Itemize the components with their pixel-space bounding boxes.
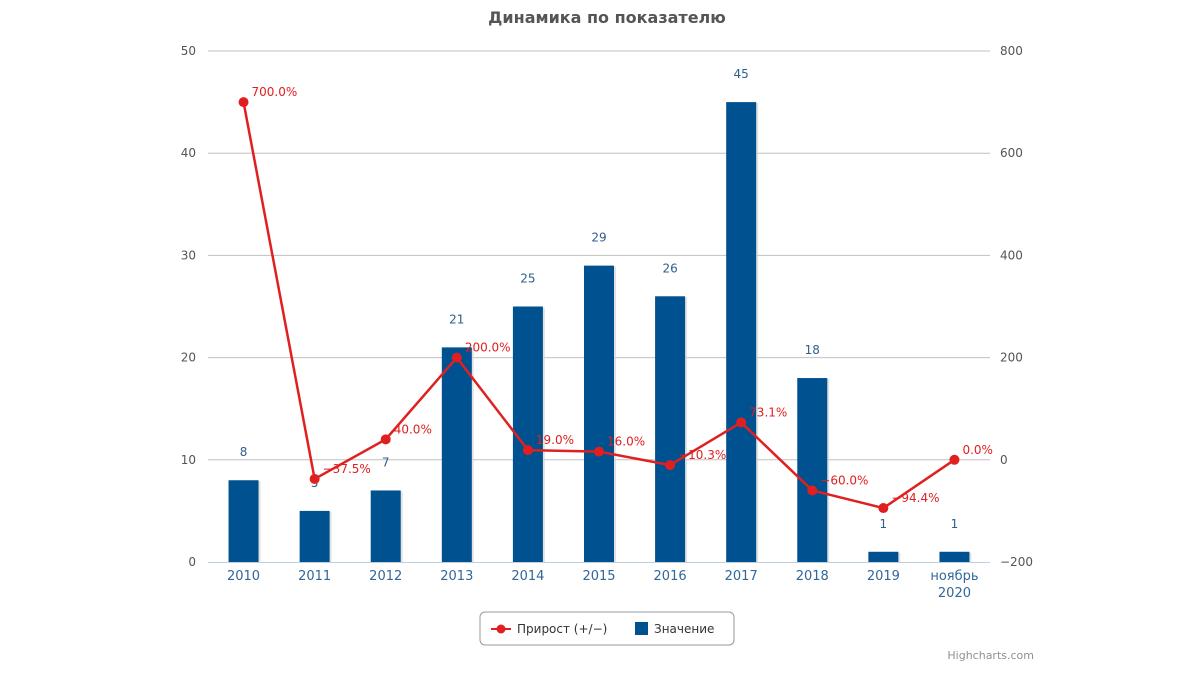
credits[interactable]: Highcharts.com — [947, 649, 1034, 662]
x-tick-label: 2011 — [298, 569, 331, 584]
bar — [512, 306, 543, 562]
line-point — [807, 485, 818, 496]
left-tick-label: 40 — [181, 146, 196, 160]
legend-box — [479, 611, 735, 646]
bar — [655, 296, 686, 562]
legend-item-value[interactable]: Значение — [635, 622, 714, 636]
legend-label-growth: Прирост (+/−) — [517, 622, 607, 636]
x-tick-label: 2016 — [654, 569, 687, 584]
x-tick-label: 2014 — [511, 569, 544, 584]
left-tick-label: 30 — [181, 248, 196, 262]
right-axis: −200 0 200 400 600 800 — [1000, 44, 1033, 569]
line-series: 700.0% −37.5% 40.0% 200.0% 19.0% 16.0% −10.3% 7… — [238, 85, 993, 514]
x-tick-label: 2019 — [867, 569, 900, 584]
right-tick-label: 800 — [1000, 44, 1023, 58]
bar — [868, 551, 899, 562]
x-axis: 2010 2011 2012 2013 2014 2015 2016 2017 2018 2019… — [208, 562, 990, 601]
bar-data-label: 29 — [591, 231, 606, 245]
bar — [584, 265, 614, 562]
bar — [726, 102, 757, 562]
x-tick-label: ноябрь 2020 — [930, 569, 978, 601]
bar-data-label: 18 — [805, 343, 820, 357]
line-point — [736, 417, 747, 428]
line-data-label: 16.0% — [607, 435, 645, 449]
bar — [370, 490, 401, 562]
line-point — [522, 445, 533, 456]
line-data-label: 40.0% — [394, 422, 432, 436]
line-point — [878, 503, 889, 514]
bar-data-label: 1 — [951, 517, 959, 531]
x-tick-label: 2013 — [440, 569, 473, 584]
x-tick-label: 2010 — [227, 569, 260, 584]
bar-data-label: 21 — [449, 312, 464, 326]
line-data-label: 0.0% — [962, 443, 993, 457]
line-point — [380, 434, 391, 445]
line-data-label: −94.4% — [891, 491, 939, 505]
grid-lines — [208, 50, 990, 461]
bar-data-label: 1 — [880, 517, 888, 531]
legend: Прирост (+/−) Значение — [479, 611, 735, 646]
right-tick-label: 0 — [1000, 453, 1008, 467]
line-point — [309, 473, 320, 484]
legend-label-value: Значение — [654, 622, 714, 636]
line-data-label: −10.3% — [678, 448, 726, 462]
line-data-label: −37.5% — [323, 462, 371, 476]
line-point — [949, 454, 960, 465]
x-tick-label: 2018 — [796, 569, 829, 584]
x-tick-label: 2017 — [725, 569, 758, 584]
right-tick-label: −200 — [1000, 555, 1033, 569]
bar-data-label: 7 — [382, 455, 390, 469]
right-tick-label: 200 — [1000, 351, 1023, 365]
bar-data-label: 45 — [734, 67, 749, 81]
x-tick-label: 2012 — [369, 569, 402, 584]
line-data-label: 200.0% — [465, 341, 511, 355]
legend-square-marker — [635, 622, 648, 635]
left-tick-label: 50 — [181, 44, 196, 58]
bar-data-label: 8 — [240, 445, 248, 459]
bar — [797, 378, 828, 562]
left-axis: 0 10 20 30 40 50 — [181, 44, 196, 569]
left-tick-label: 20 — [181, 351, 196, 365]
x-tick-label: 2015 — [582, 569, 615, 584]
line-data-label: −60.0% — [820, 473, 868, 487]
line-point — [451, 352, 462, 363]
right-tick-label: 400 — [1000, 248, 1023, 262]
left-tick-label: 0 — [188, 555, 196, 569]
right-tick-label: 600 — [1000, 146, 1023, 160]
line-point — [238, 97, 249, 108]
bar-data-label: 25 — [520, 272, 535, 286]
chart-title: Динамика по показателю — [488, 8, 726, 27]
bar-series: 85721252926451811 — [228, 67, 972, 562]
bar-data-label: 26 — [662, 261, 677, 275]
line-data-label: 19.0% — [536, 433, 574, 447]
line-point — [665, 460, 676, 471]
line-data-label: 700.0% — [252, 85, 298, 99]
bar — [441, 347, 472, 562]
bar — [299, 510, 330, 562]
bar — [228, 480, 259, 562]
legend-item-growth[interactable]: Прирост (+/−) — [491, 622, 607, 636]
left-tick-label: 10 — [181, 453, 196, 467]
line-data-label: 73.1% — [749, 405, 787, 419]
bar — [939, 551, 970, 562]
line-point — [594, 446, 604, 457]
legend-dot-marker — [496, 624, 506, 634]
